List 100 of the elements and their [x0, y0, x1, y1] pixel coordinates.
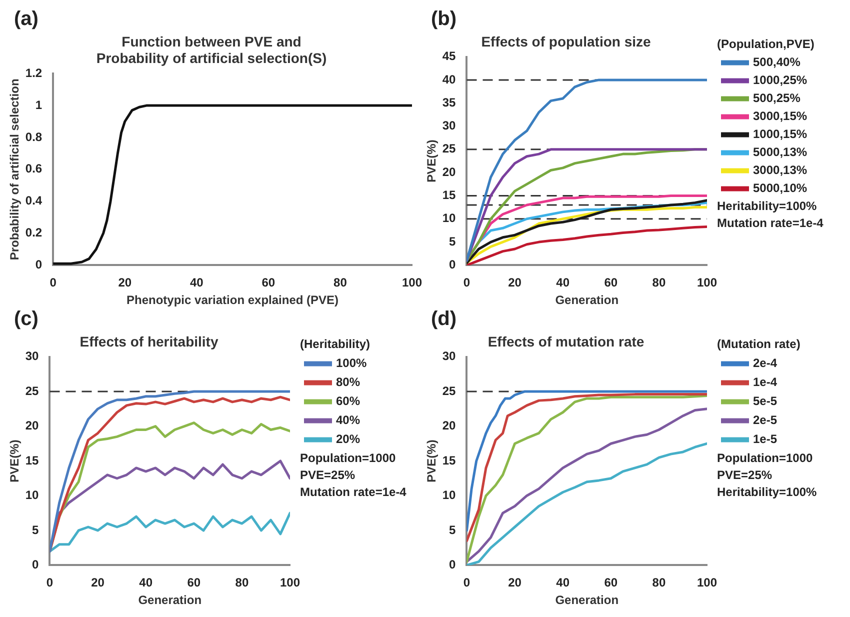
- x-axis-title: Generation: [555, 593, 619, 608]
- x-tick-label: 20: [91, 576, 105, 590]
- y-tick-label: 15: [25, 453, 40, 468]
- y-tick-label: 0.4: [25, 194, 42, 208]
- x-tick-label: 100: [280, 576, 300, 590]
- x-tick-label: 40: [556, 276, 570, 290]
- text: (b): [431, 8, 457, 31]
- y-tick-label: 0.6: [25, 162, 42, 176]
- y-axis-title: Probability of artificial selection: [8, 78, 22, 260]
- y-axis-title: PVE(%): [8, 440, 22, 482]
- legend-label: 5000,13%: [753, 145, 808, 160]
- legend-label: 40%: [336, 413, 360, 428]
- y-tick-label: 1.2: [25, 66, 42, 80]
- x-tick-label: 60: [262, 276, 276, 290]
- y-tick-label: 1: [35, 98, 42, 112]
- text: Population=1000: [717, 451, 814, 466]
- legend-label: 20%: [336, 432, 360, 446]
- legend-label: 1000,15%: [753, 127, 808, 142]
- legend-label: 3000,13%: [753, 163, 808, 178]
- x-tick-label: 20: [508, 276, 522, 290]
- y-tick-label: 10: [442, 211, 456, 226]
- chart-title: Effects of heritability: [80, 333, 218, 350]
- text: PVE=25%: [717, 468, 772, 482]
- y-tick-label: 10: [25, 488, 40, 502]
- x-tick-label: 0: [463, 576, 470, 590]
- legend-label: 2e-5: [753, 413, 778, 428]
- text: Population=1000: [300, 451, 396, 466]
- y-tick-label: 40: [442, 72, 456, 86]
- legend-title: (Mutation rate): [717, 337, 800, 352]
- x-tick-label: 80: [334, 276, 348, 290]
- x-tick-label: 80: [652, 276, 666, 290]
- x-tick-label: 60: [187, 576, 201, 590]
- x-tick-label: 40: [556, 576, 570, 590]
- text: Mutation rate=1e-4: [300, 485, 407, 500]
- y-tick-label: 15: [442, 453, 456, 468]
- y-tick-label: 45: [442, 49, 456, 64]
- x-tick-label: 100: [696, 576, 718, 590]
- legend-label: 5e-5: [753, 394, 778, 408]
- y-tick-label: 0: [32, 558, 40, 572]
- text: Heritability=100%: [717, 485, 818, 500]
- legend-label: 100%: [336, 356, 368, 370]
- x-tick-label: 0: [50, 276, 57, 290]
- y-tick-label: 30: [25, 349, 40, 364]
- x-tick-label: 60: [604, 576, 618, 590]
- legend-label: 60%: [336, 394, 360, 408]
- x-tick-label: 0: [46, 576, 54, 590]
- y-tick-label: 35: [442, 95, 456, 110]
- x-tick-label: 80: [652, 576, 666, 590]
- y-tick-label: 0.8: [25, 130, 42, 144]
- legend-label: 1000,25%: [753, 73, 808, 88]
- chart-title: Effects of population size: [481, 33, 651, 50]
- legend-title: (Heritability): [300, 337, 370, 352]
- x-tick-label: 20: [118, 276, 132, 290]
- x-axis-title: Generation: [555, 293, 619, 308]
- x-tick-label: 40: [139, 576, 153, 590]
- x-axis-title: Generation: [138, 593, 202, 608]
- legend-label: 500,25%: [753, 91, 801, 106]
- legend-title: (Population,PVE): [717, 37, 814, 52]
- text: Mutation rate=1e-4: [717, 216, 824, 230]
- y-tick-label: 15: [442, 188, 456, 202]
- x-tick-label: 80: [235, 576, 249, 590]
- y-tick-label: 5: [449, 522, 456, 537]
- y-tick-label: 5: [32, 522, 40, 537]
- y-tick-label: 20: [442, 164, 456, 179]
- y-axis-title: PVE(%): [424, 440, 439, 482]
- x-tick-label: 60: [604, 276, 618, 290]
- y-tick-label: 10: [442, 488, 456, 502]
- text: Heritability=100%: [717, 199, 818, 214]
- legend-label: 1e-5: [753, 432, 778, 446]
- x-tick-label: 100: [696, 276, 718, 290]
- x-tick-label: 100: [402, 276, 422, 290]
- legend-label: 1e-4: [753, 375, 778, 390]
- text: (d): [431, 308, 457, 331]
- text: (a): [14, 8, 38, 31]
- y-tick-label: 30: [442, 118, 456, 133]
- legend-label: 80%: [336, 375, 360, 390]
- x-tick-label: 40: [190, 276, 204, 290]
- chart-title: Function between PVE and Probability of artificial selection(S): [96, 33, 327, 66]
- legend-label: 500,40%: [753, 55, 801, 70]
- y-axis-title: PVE(%): [424, 140, 439, 182]
- legend-label: 3000,15%: [753, 109, 808, 124]
- x-axis-title: Phenotypic variation explained (PVE): [126, 293, 339, 308]
- y-tick-label: 20: [442, 418, 456, 433]
- y-tick-label: 25: [442, 142, 456, 156]
- x-tick-label: 20: [508, 576, 522, 590]
- y-tick-label: 25: [442, 384, 456, 398]
- y-tick-label: 30: [442, 349, 456, 364]
- x-tick-label: 0: [463, 276, 470, 290]
- y-tick-label: 5: [449, 234, 456, 248]
- y-tick-label: 25: [25, 384, 40, 398]
- y-tick-label: 0: [35, 258, 42, 272]
- y-tick-label: 0: [449, 258, 456, 272]
- text: (c): [14, 308, 38, 331]
- y-tick-label: 0: [449, 558, 456, 572]
- y-tick-label: 20: [25, 418, 40, 433]
- legend-label: 2e-4: [753, 356, 778, 370]
- chart-title: Effects of mutation rate: [488, 333, 644, 350]
- text: PVE=25%: [300, 468, 356, 482]
- legend-label: 5000,10%: [753, 181, 808, 196]
- y-tick-label: 0.2: [25, 226, 42, 240]
